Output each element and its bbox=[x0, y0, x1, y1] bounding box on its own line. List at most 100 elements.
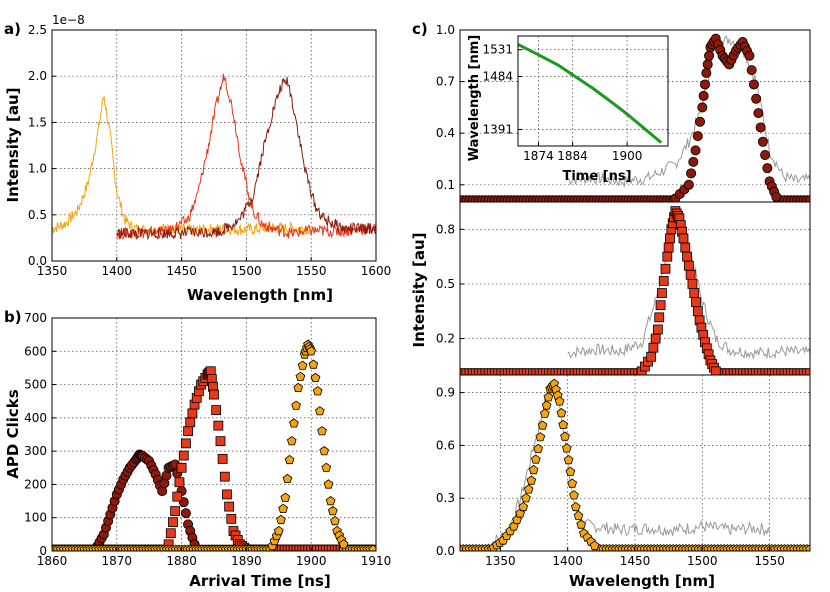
panel-a-multiplier: 1e−8 bbox=[52, 13, 85, 27]
series-line-green bbox=[518, 43, 663, 144]
x-tick-label: 1890 bbox=[231, 554, 262, 568]
data-point bbox=[652, 324, 663, 335]
data-point bbox=[701, 68, 712, 79]
data-point bbox=[518, 501, 529, 512]
y-tick-label: 0.3 bbox=[436, 491, 455, 505]
data-point bbox=[209, 389, 219, 400]
data-point bbox=[683, 260, 694, 271]
data-point bbox=[284, 454, 295, 465]
x-tick-label: 1550 bbox=[754, 554, 785, 568]
data-point bbox=[700, 79, 711, 90]
axes-frame bbox=[51, 29, 377, 262]
data-point bbox=[533, 443, 543, 454]
data-point bbox=[654, 312, 665, 323]
data-point bbox=[317, 426, 327, 436]
x-tick-label: 1884 bbox=[557, 149, 588, 163]
panel-label-b: b) bbox=[4, 308, 22, 326]
data-point bbox=[689, 288, 700, 298]
data-point bbox=[280, 492, 291, 502]
x-tick-label: 1874 bbox=[523, 149, 554, 163]
data-point bbox=[663, 242, 674, 253]
x-tick-label: 1450 bbox=[620, 554, 651, 568]
y-tick-label: 1391 bbox=[482, 122, 513, 136]
x-tick-label: 1400 bbox=[552, 554, 583, 568]
data-point bbox=[692, 131, 703, 142]
data-point bbox=[698, 90, 709, 101]
data-point bbox=[308, 359, 319, 369]
data-point bbox=[658, 276, 669, 286]
panel-label-a: a) bbox=[4, 20, 21, 38]
panel-c-xlabel: Wavelength [nm] bbox=[569, 572, 715, 590]
y-tick-label: 400 bbox=[24, 411, 47, 425]
data-point bbox=[573, 510, 584, 520]
data-point bbox=[537, 420, 548, 430]
plot-area bbox=[460, 378, 810, 551]
data-point bbox=[746, 65, 757, 76]
y-tick-label: 100 bbox=[24, 511, 47, 525]
panel-c-middle: 0.2 0.5 0.8 bbox=[436, 201, 811, 376]
data-point bbox=[665, 233, 675, 244]
plot-area bbox=[518, 43, 663, 144]
baseline-marker bbox=[805, 544, 810, 551]
data-point bbox=[224, 501, 235, 512]
x-tick-label: 1550 bbox=[296, 264, 327, 278]
y-tick-label: 600 bbox=[24, 344, 47, 358]
data-point bbox=[293, 382, 304, 393]
x-tick-label: 1450 bbox=[166, 264, 197, 278]
panel-c-ylabel: Intensity [au] bbox=[410, 232, 428, 347]
data-point bbox=[690, 145, 701, 156]
data-point bbox=[174, 477, 185, 488]
data-point bbox=[748, 79, 759, 90]
plot-area bbox=[460, 206, 810, 375]
plot-area bbox=[52, 73, 376, 241]
data-point bbox=[755, 122, 766, 133]
data-point bbox=[655, 300, 666, 311]
y-tick-label: 0.0 bbox=[436, 544, 455, 558]
data-point bbox=[323, 479, 334, 489]
data-point bbox=[213, 420, 224, 431]
data-point bbox=[531, 454, 541, 464]
y-tick-label: 300 bbox=[24, 444, 47, 458]
data-point bbox=[565, 466, 576, 476]
data-point bbox=[310, 372, 321, 383]
data-point bbox=[295, 371, 306, 381]
data-point bbox=[168, 517, 178, 528]
y-tick-label: 1.0 bbox=[436, 23, 455, 37]
data-point bbox=[278, 503, 288, 513]
data-point bbox=[569, 490, 579, 500]
data-point bbox=[312, 386, 323, 396]
data-point bbox=[273, 525, 284, 536]
axes-frame bbox=[517, 35, 669, 147]
x-tick-label: 1350 bbox=[37, 264, 68, 278]
data-point bbox=[185, 417, 196, 428]
data-point bbox=[282, 473, 293, 484]
y-tick-label: 0.6 bbox=[436, 438, 455, 452]
y-tick-label: 0.8 bbox=[436, 222, 455, 236]
data-point bbox=[325, 496, 336, 506]
y-tick-label: 0.2 bbox=[436, 332, 455, 346]
baseline-marker bbox=[805, 195, 810, 202]
x-tick-label: 1400 bbox=[102, 264, 133, 278]
panel-c-bottom: 1350 1400 1450 1500 1550 0.0 0.3 0.6 0.9 bbox=[436, 374, 811, 568]
data-point bbox=[222, 489, 232, 500]
plot-area bbox=[460, 33, 810, 202]
data-point bbox=[576, 519, 586, 529]
data-point bbox=[291, 400, 301, 410]
data-point bbox=[226, 513, 237, 524]
baseline-marker bbox=[805, 368, 810, 375]
data-point bbox=[170, 506, 181, 516]
data-point bbox=[567, 478, 578, 488]
data-point bbox=[523, 484, 534, 494]
x-tick-label: 1860 bbox=[37, 554, 68, 568]
data-point bbox=[539, 408, 550, 418]
y-tick-label: 1.0 bbox=[28, 162, 47, 176]
data-point bbox=[680, 242, 691, 253]
data-point bbox=[172, 491, 183, 502]
data-point bbox=[526, 475, 537, 485]
y-tick-label: 1531 bbox=[482, 43, 513, 57]
data-point bbox=[650, 333, 661, 344]
y-tick-label: 0.4 bbox=[436, 126, 455, 140]
y-tick-label: 0.5 bbox=[28, 208, 47, 222]
data-point bbox=[685, 269, 696, 280]
panel-b-ylabel: APD Clicks bbox=[4, 389, 22, 478]
